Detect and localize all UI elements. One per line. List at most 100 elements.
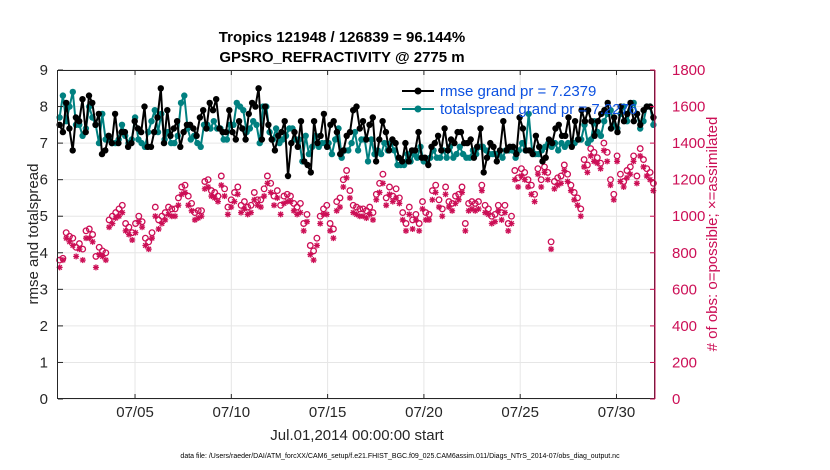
rmse-point — [177, 143, 184, 150]
totalspread-point — [345, 147, 352, 154]
rmse-point — [617, 103, 624, 110]
rmse-point — [620, 118, 628, 125]
x-axis-label: Jul.01,2014 00:00:00 start — [270, 427, 444, 444]
obs-assim-stroke — [508, 220, 515, 227]
y-tick-label: 8 — [40, 99, 48, 116]
rmse-point — [477, 125, 484, 132]
obs-assimilated-point — [610, 196, 617, 203]
obs-assim-stroke — [330, 235, 337, 241]
obs-assim-stroke — [340, 184, 347, 190]
obs-possible-point — [313, 234, 321, 242]
rmse-point — [529, 150, 536, 158]
obs-assim-stroke — [541, 169, 548, 176]
obs-possible-point — [260, 185, 268, 193]
obs-assimilated-point — [221, 193, 228, 200]
rmse-point — [359, 118, 367, 125]
totalspread-point — [223, 136, 231, 143]
rmse-point — [320, 110, 328, 118]
rmse-point — [82, 128, 89, 136]
rmse-point — [102, 147, 109, 154]
rmse-point — [588, 118, 595, 125]
obs-possible-point — [296, 199, 304, 207]
obs-assim-stroke — [109, 220, 116, 227]
rmse-point — [105, 132, 112, 139]
obs-assimilated-markers — [56, 147, 657, 271]
obs-assimilated-point — [69, 242, 76, 249]
obs-possible-point — [379, 170, 387, 178]
rmse-point — [170, 125, 177, 132]
y-tick-label: 6 — [40, 172, 48, 189]
totalspread-point — [197, 143, 204, 150]
obs-assimilated-point — [109, 220, 116, 227]
obs-possible-point — [382, 194, 390, 202]
rmse-point — [650, 114, 657, 121]
obs-assim-stroke — [291, 208, 297, 214]
rmse-point — [330, 118, 337, 125]
obs-assim-stroke — [172, 213, 178, 219]
totalspread-point — [601, 118, 608, 125]
totalspread-point — [391, 147, 398, 154]
y-tick-label: 9 — [40, 62, 48, 79]
obs-assimilated-point — [478, 187, 485, 194]
totalspread-point — [151, 107, 158, 114]
rmse-point — [402, 139, 409, 147]
obs-assimilated-point — [571, 196, 578, 203]
obs-assim-stroke — [139, 224, 145, 230]
obs-assimilated-point — [472, 207, 479, 214]
obs-assim-stroke — [155, 226, 162, 232]
obs-assim-stroke — [502, 209, 508, 216]
obs-assim-stroke — [574, 202, 581, 208]
obs-possible-point — [102, 249, 110, 257]
obs-assimilated-point — [495, 207, 502, 214]
rmse-point — [382, 128, 390, 136]
obs-assim-stroke — [469, 206, 475, 212]
obs-assimilated-point — [76, 246, 83, 253]
rmse-point — [353, 103, 360, 110]
obs-assimilated-point — [185, 202, 192, 209]
obs-assim-stroke — [528, 191, 535, 197]
totalspread-point — [272, 125, 280, 132]
obs-assim-stroke — [119, 209, 126, 216]
obs-assimilated-point — [343, 174, 350, 181]
obs-assimilated-point — [531, 198, 538, 205]
obs-assim-stroke — [241, 206, 248, 212]
obs-assimilated-point — [92, 264, 99, 271]
obs-assimilated-point — [56, 264, 63, 271]
obs-assim-stroke — [152, 213, 159, 219]
obs-assim-stroke — [432, 189, 439, 196]
obs-assimilated-point — [129, 236, 136, 243]
obs-assimilated-point — [188, 207, 195, 214]
obs-assimilated-point — [297, 209, 304, 216]
obs-assim-stroke — [538, 184, 544, 190]
rmse-point — [196, 114, 204, 121]
obs-possible-point — [221, 185, 229, 193]
obs-possible-point — [521, 168, 529, 176]
rmse-point — [412, 147, 419, 154]
obs-assimilated-point — [119, 209, 126, 216]
obs-possible-point — [590, 148, 598, 156]
obs-possible-point — [557, 172, 565, 180]
obs-assimilated-point — [419, 205, 426, 212]
rmse-point — [441, 125, 448, 132]
obs-assimilated-point — [501, 209, 508, 216]
obs-assim-stroke — [495, 208, 502, 214]
rmse-point — [581, 118, 589, 125]
obs-assimilated-point — [340, 183, 347, 190]
totalspread-point — [253, 121, 260, 128]
obs-possible-point — [69, 234, 77, 242]
obs-assimilated-point — [429, 196, 436, 203]
obs-assim-stroke — [383, 202, 389, 208]
y-right-tick-label: 600 — [672, 281, 697, 298]
totalspread-point — [354, 147, 362, 154]
obs-assim-stroke — [459, 189, 465, 196]
obs-assim-stroke — [548, 246, 554, 252]
obs-assimilated-point — [251, 196, 258, 203]
obs-assimilated-point — [59, 257, 66, 264]
obs-possible-point — [580, 156, 588, 164]
obs-possible-point — [432, 181, 440, 189]
obs-assim-stroke — [492, 218, 498, 225]
obs-possible-point — [336, 194, 344, 202]
obs-assim-stroke — [386, 191, 393, 197]
obs-assimilated-point — [577, 213, 584, 220]
chart-title: Tropics 121948 / 126839 = 96.144% — [219, 29, 465, 46]
